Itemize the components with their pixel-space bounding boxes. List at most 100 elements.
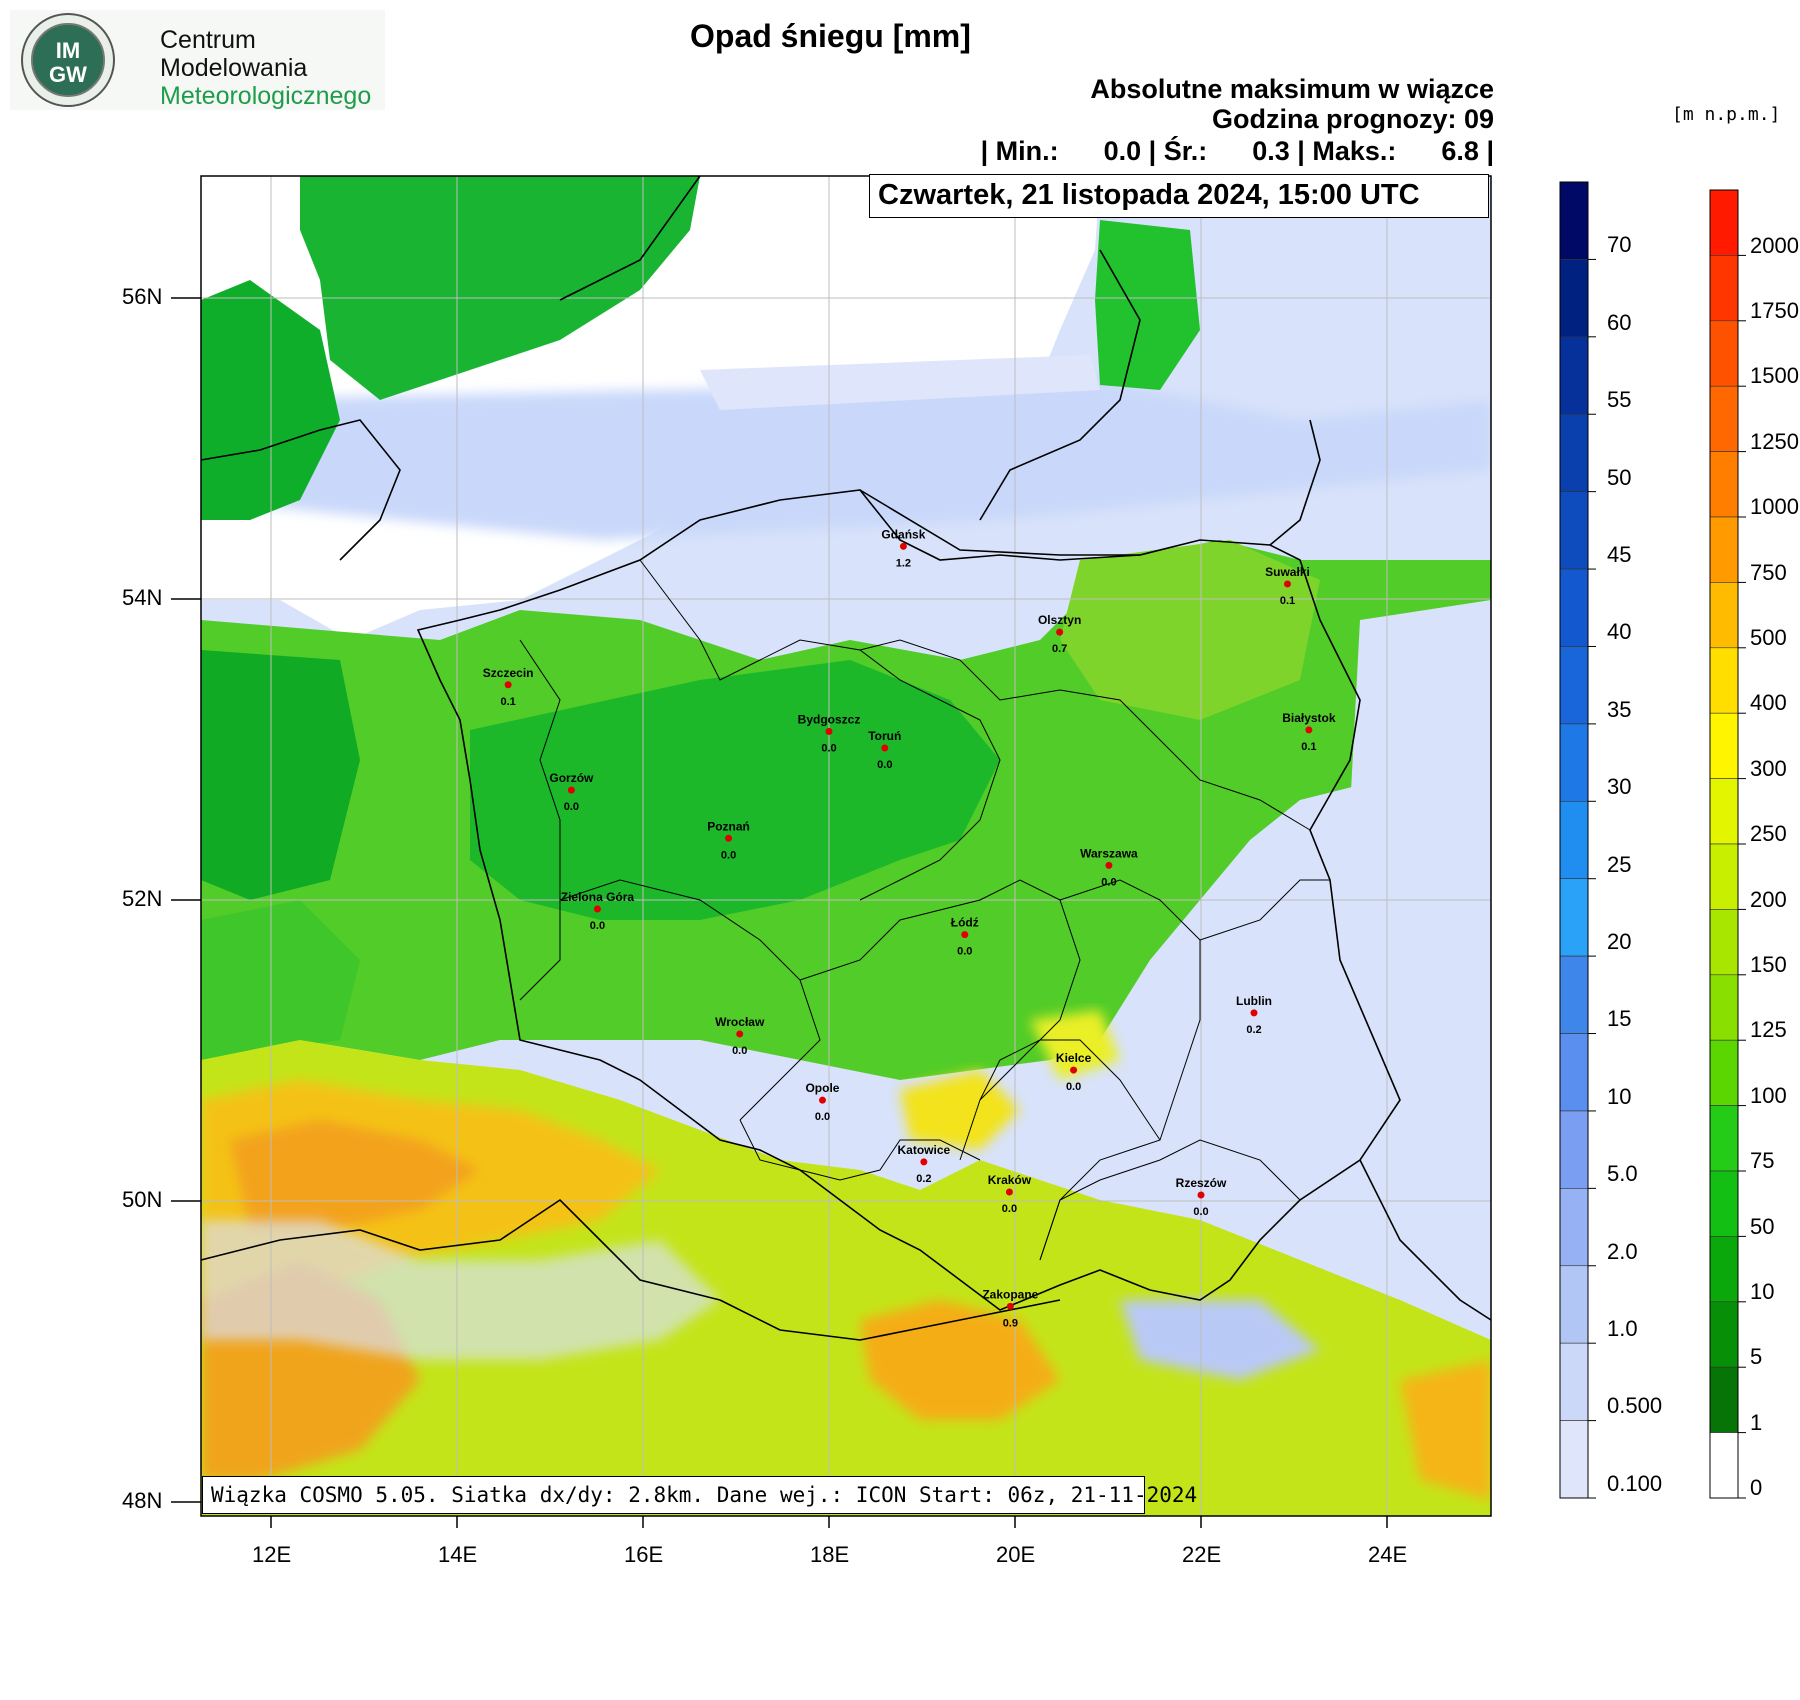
colorbar-label: 0.500 <box>1607 1393 1663 1419</box>
lithuania-border <box>1269 419 1321 546</box>
colorbar-swatch <box>1559 491 1589 570</box>
lat-tick-54n: 54N <box>122 585 163 610</box>
colorbar-swatch <box>1559 1110 1589 1189</box>
city-name: Szczecin <box>483 666 534 680</box>
stats-line: | Min.: 0.0 | Śr.: 0.3 | Maks.: 6.8 | <box>980 136 1494 166</box>
city-name: Gorzów <box>549 771 594 785</box>
logo-text: Centrum Modelowania Meteorologicznego <box>160 26 371 110</box>
colorbar-frame <box>1559 181 1589 1499</box>
colorbar-swatch <box>1709 843 1739 910</box>
city-markers: Gdańsk 1.2 Suwałki 0.1 Olsztyn 0.7 Szczecin 0.1… <box>483 527 1336 1329</box>
colorbar-label: 1500 <box>1750 363 1799 389</box>
colorbar-label: 200 <box>1750 886 1787 912</box>
city-value: 0.0 <box>1193 1206 1208 1218</box>
colorbar-swatch <box>1559 1265 1589 1344</box>
imgw-logo: IM GW Centrum Modelowania Meteorologiczn… <box>10 10 385 110</box>
city-marker: Zakopane 0.9 <box>982 1287 1038 1329</box>
city-value: 0.0 <box>957 946 972 958</box>
city-name: Łódź <box>951 916 979 930</box>
colorbar-label: 2000 <box>1750 232 1799 258</box>
city-marker: Poznań 0.0 <box>707 819 750 861</box>
city-value: 0.2 <box>916 1173 931 1185</box>
map-title: Opad śniegu [mm] <box>690 18 971 54</box>
colorbar-swatch <box>1709 582 1739 649</box>
sweden-coast <box>559 175 701 301</box>
city-marker: Bydgoszcz 0.0 <box>798 712 861 754</box>
logo-line-1: Centrum <box>160 26 256 54</box>
city-marker: Katowice 0.2 <box>898 1143 951 1185</box>
city-dot <box>961 931 969 939</box>
city-dot <box>1250 1009 1258 1017</box>
lat-tick-50n: 50N <box>122 1187 163 1212</box>
colorbar-label: 500 <box>1750 624 1787 650</box>
colorbar-swatch <box>1709 1039 1739 1106</box>
city-dot <box>1197 1191 1205 1199</box>
colorbar-label: 750 <box>1750 559 1787 585</box>
city-dot <box>567 786 575 794</box>
city-name: Zakopane <box>982 1287 1038 1301</box>
height-unit-label: [m n.p.m.] <box>1672 104 1781 125</box>
colorbar-swatch <box>1559 646 1589 725</box>
colorbar-label: 25 <box>1607 851 1632 877</box>
colorbar-swatch <box>1559 336 1589 415</box>
lon-tick-16e: 16E <box>624 1542 664 1567</box>
colorbar-swatch <box>1559 1188 1589 1267</box>
colorbar-swatch <box>1559 1420 1589 1499</box>
lon-tick-14e: 14E <box>438 1542 478 1567</box>
colorbar-label: 2.0 <box>1607 1238 1638 1264</box>
baltic-east-coast <box>979 249 1141 521</box>
lon-tick-12e: 12E <box>252 1542 292 1567</box>
germany-coast <box>200 419 401 561</box>
colorbar-label: 150 <box>1750 951 1787 977</box>
colorbar-label: 75 <box>1750 1148 1775 1174</box>
valley-light-snow <box>201 1220 720 1360</box>
colorbar-swatch <box>1559 413 1589 492</box>
czech-austria-border <box>200 1198 721 1301</box>
lon-tick-20e: 20E <box>996 1542 1036 1567</box>
axis-ticks <box>171 297 1388 1528</box>
colorbar-swatch <box>1709 712 1739 779</box>
colorbar-label: 1750 <box>1750 297 1799 323</box>
city-value: 0.9 <box>1003 1317 1018 1329</box>
colorbar-swatch <box>1559 1033 1589 1112</box>
colorbar-swatch <box>1709 451 1739 518</box>
snow-band-north <box>201 380 1491 540</box>
city-marker: Gorzów 0.0 <box>549 771 594 813</box>
city-dot <box>825 727 833 735</box>
colorbar-swatch <box>1709 647 1739 714</box>
colorbar-label: 50 <box>1607 464 1632 490</box>
city-value: 0.0 <box>564 801 579 813</box>
colorbar-swatch <box>1709 974 1739 1041</box>
slovakia-hungary-border <box>719 1299 1061 1341</box>
city-value: 0.1 <box>1280 595 1295 607</box>
svg-text:IM: IM <box>56 38 80 63</box>
colorbar-swatch <box>1559 800 1589 880</box>
city-dot <box>1305 726 1313 734</box>
colorbar-swatch <box>1709 1105 1739 1172</box>
carpathian-east-orange <box>1400 1360 1491 1500</box>
height-colorbar <box>1709 189 1746 1499</box>
colorbar-label: 100 <box>1750 1082 1787 1108</box>
colorbar-swatch <box>1559 568 1589 647</box>
city-name: Katowice <box>898 1143 951 1157</box>
colorbar-label: 10 <box>1750 1278 1775 1304</box>
green-zone-west <box>470 660 1000 920</box>
colorbar-label: 300 <box>1750 755 1787 781</box>
city-value: 0.0 <box>815 1111 830 1123</box>
city-dot <box>920 1158 928 1166</box>
city-name: Opole <box>805 1081 839 1095</box>
colorbar-label: 400 <box>1750 690 1787 716</box>
colorbar-swatch <box>1709 516 1739 583</box>
city-name: Toruń <box>868 729 901 743</box>
city-value: 0.0 <box>732 1045 747 1057</box>
colorbar-label: 5.0 <box>1607 1161 1638 1187</box>
city-value: 0.2 <box>1246 1024 1261 1036</box>
colorbar-label: 10 <box>1607 1083 1632 1109</box>
svg-text:GW: GW <box>49 62 87 87</box>
city-value: 1.2 <box>896 557 911 569</box>
city-dot <box>1005 1188 1013 1196</box>
graticule <box>201 176 1491 1516</box>
city-dot <box>818 1096 826 1104</box>
city-marker: Wrocław 0.0 <box>715 1015 765 1057</box>
city-dot <box>736 1030 744 1038</box>
